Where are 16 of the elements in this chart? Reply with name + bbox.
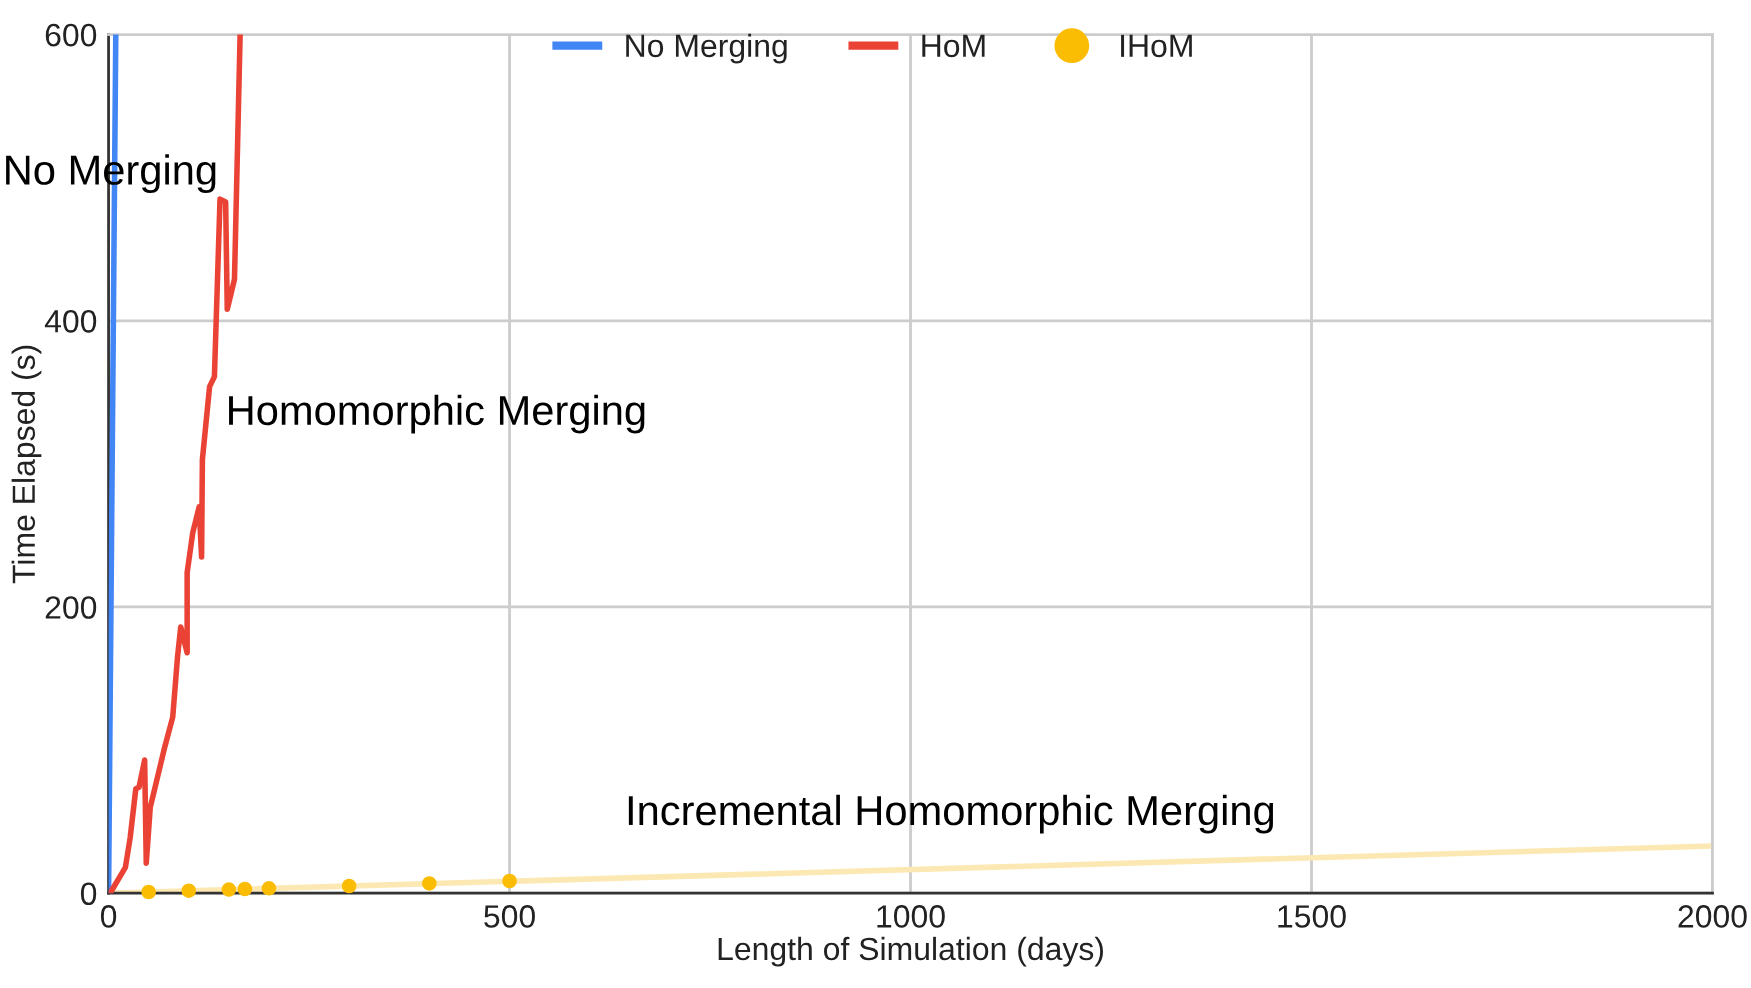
y-tick-label: 200 bbox=[45, 596, 97, 619]
y-tick-label: 600 bbox=[45, 23, 97, 47]
legend-label: IHoM bbox=[1121, 34, 1192, 58]
y-tick-label: 0 bbox=[80, 882, 97, 906]
legend-label: No Merging bbox=[626, 33, 787, 64]
x-tick-label: 500 bbox=[484, 905, 535, 928]
legend-label: HoM bbox=[922, 34, 985, 58]
x-tick-label: 0 bbox=[100, 905, 117, 928]
annotation: Homomorphic Merging bbox=[229, 394, 645, 434]
y-axis-title: Time Elapsed (s) bbox=[11, 345, 42, 584]
x-tick-label: 1500 bbox=[1278, 905, 1346, 928]
y-tick-label: 400 bbox=[44, 310, 97, 333]
annotation: Incremental Homomorphic Merging bbox=[628, 794, 1274, 834]
x-tick-label: 1000 bbox=[877, 905, 945, 928]
x-tick-label: 2000 bbox=[1678, 905, 1747, 928]
x-axis-title: Length of Simulation (days) bbox=[718, 936, 1103, 967]
